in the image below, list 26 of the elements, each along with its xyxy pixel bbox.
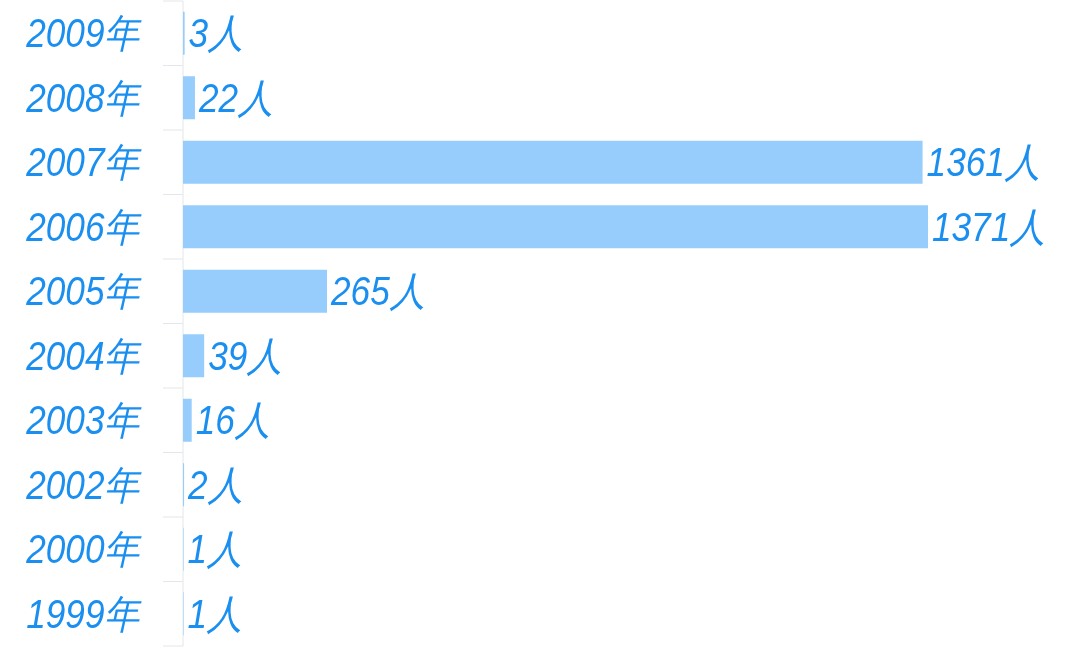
y-tick-label: 2007年 xyxy=(25,140,143,185)
bar xyxy=(183,334,205,378)
data-label: 22人 xyxy=(198,75,274,121)
y-tick-label: 2008年 xyxy=(25,75,143,121)
bar xyxy=(183,205,928,249)
data-label: 39人 xyxy=(208,333,283,379)
y-tick-label: 2009年 xyxy=(25,11,143,56)
y-tick-label: 2002年 xyxy=(25,462,143,508)
bar xyxy=(183,269,327,313)
y-tick-label: 2000年 xyxy=(25,527,143,572)
data-label: 1361人 xyxy=(926,140,1041,185)
data-label: 1371人 xyxy=(932,204,1046,250)
data-label: 265人 xyxy=(330,269,426,314)
y-tick-label: 2005年 xyxy=(25,269,143,314)
y-tick-label: 2003年 xyxy=(25,398,143,443)
data-label: 16人 xyxy=(195,398,271,443)
data-label: 3人 xyxy=(188,11,244,56)
data-label: 1人 xyxy=(187,527,243,572)
y-tick-label: 1999年 xyxy=(26,591,143,637)
data-label: 2人 xyxy=(187,462,244,508)
y-tick-label: 2006年 xyxy=(25,204,143,250)
bar xyxy=(183,76,195,120)
data-label: 1人 xyxy=(187,591,243,637)
bar xyxy=(183,398,192,442)
bar xyxy=(183,140,923,184)
y-tick-label: 2004年 xyxy=(25,333,143,379)
